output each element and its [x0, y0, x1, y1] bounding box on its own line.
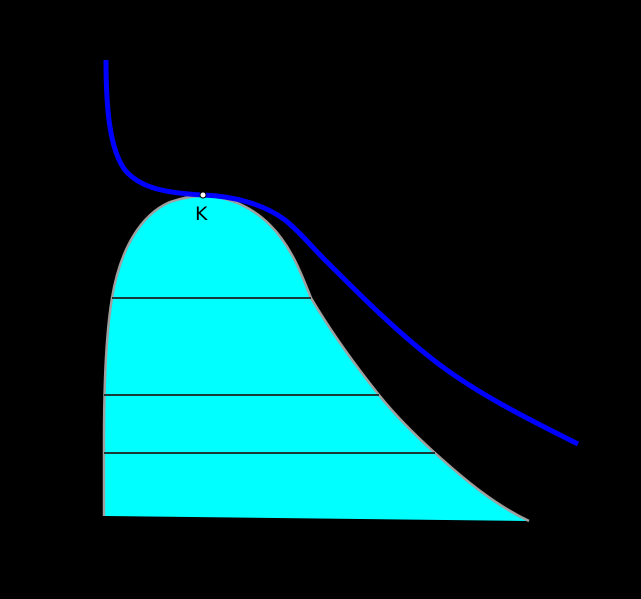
saturation-curve [102, 194, 530, 523]
critical-point-marker [199, 191, 207, 199]
critical-isotherm [103, 59, 580, 447]
coexistence-dome [104, 196, 529, 521]
critical-point-label: K [195, 203, 208, 225]
